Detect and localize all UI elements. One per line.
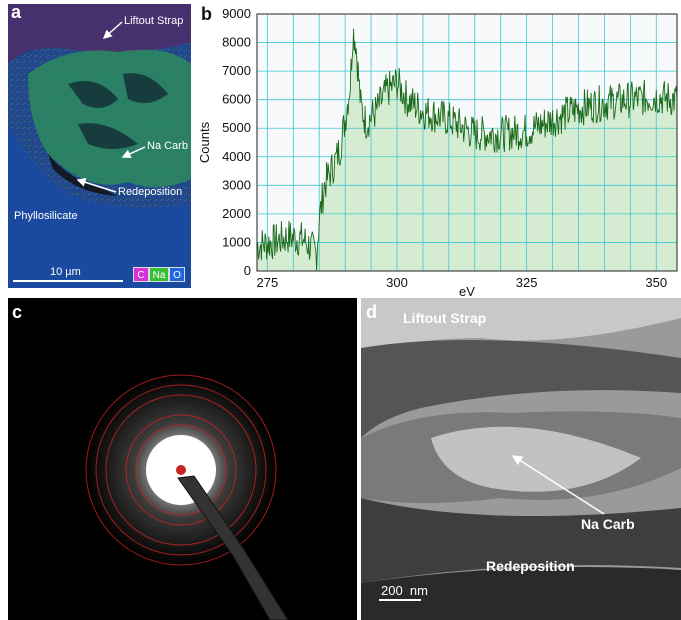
y-tick-label: 3000 [222,177,251,192]
annotation-na-carb: Na Carb [147,140,188,152]
legend-na: Na [149,267,169,282]
panel-b-spectrum: b 0 1000 2000 3000 4000 5000 6000 7000 8000 9000 2… [195,0,681,298]
annotation-na-carb-d: Na Carb [581,516,635,532]
y-tick-label: 0 [244,263,251,278]
y-axis-label: Counts [197,121,212,163]
panel-b-label: b [201,4,212,24]
scale-bar-label: 10 µm [50,266,81,278]
diffraction-image [85,374,289,620]
legend-c: C [133,267,149,282]
annotation-arrow-d [379,455,605,601]
annotation-redeposition: Redeposition [118,186,183,198]
y-tick-label: 9000 [222,6,251,21]
panel-c-label: c [12,302,23,322]
y-tick-label: 6000 [222,92,251,107]
x-tick-label: 300 [386,275,408,290]
panel-d-label: d [366,302,377,322]
spectrum-chart: 0 1000 2000 3000 4000 5000 6000 7000 8000 9000 275… [197,6,678,298]
spectrum-fill [257,28,677,272]
annotation-liftout-strap: Liftout Strap [124,15,184,27]
plot-frame [256,13,678,272]
y-tick-label: 8000 [222,35,251,50]
y-tick-label: 4000 [222,149,251,164]
y-tick-label: 7000 [222,63,251,78]
x-tick-label: 350 [645,275,667,290]
annotation-arrows [13,21,146,282]
panel-a-label: a [11,4,22,22]
scale-bar-label-d: 200 nm [381,583,428,598]
annotation-redeposition-d: Redeposition [486,558,575,574]
x-tick-label: 325 [516,275,538,290]
x-axis-label: eV [459,284,475,298]
annotation-liftout-strap-d: Liftout Strap [403,310,487,326]
annotation-phyllosilicate: Phyllosilicate [14,210,78,222]
y-tick-label: 1000 [222,234,251,249]
y-tick-label: 5000 [222,120,251,135]
spectrum-line [256,28,678,272]
legend-o: O [169,267,185,282]
panel-d-tem-image: d Liftout Strap Na Carb Redeposition 200… [361,298,681,620]
elemental-map-image [8,4,191,288]
panel-a-elemental-map: a Liftout Strap Na Carb Redeposition Phy… [8,4,191,288]
x-tick-label: 275 [257,275,279,290]
panel-c-diffraction: c [8,298,357,620]
y-tick-label: 2000 [222,206,251,221]
